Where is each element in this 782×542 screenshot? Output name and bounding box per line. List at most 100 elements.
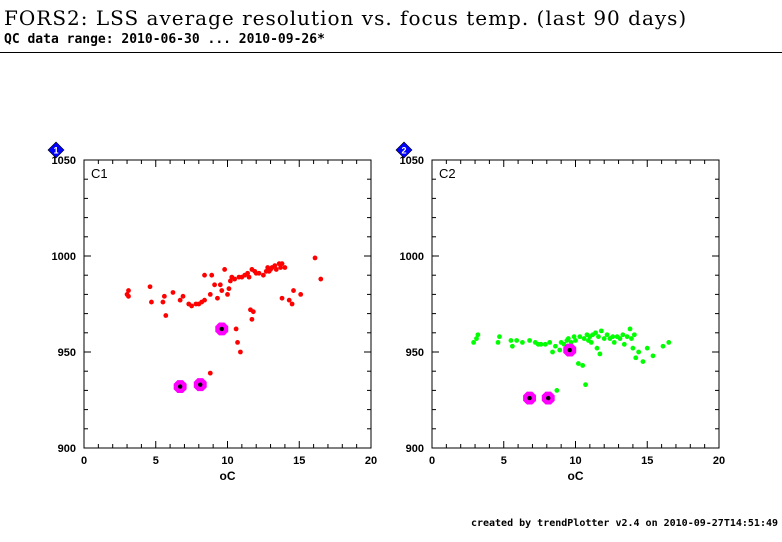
data-point [495, 340, 501, 345]
data-point [650, 353, 656, 359]
data-point [568, 340, 574, 345]
data-point [161, 293, 167, 299]
data-point [209, 272, 215, 278]
data-point [557, 347, 563, 353]
data-point [202, 297, 207, 303]
x-tick-label: 20 [713, 455, 725, 467]
footer-credit: created by trendPlotter v2.4 on 2010-09-… [470, 518, 778, 529]
data-point [289, 301, 295, 307]
data-point [617, 336, 623, 341]
data-point [644, 345, 650, 351]
data-point [553, 343, 558, 349]
highlighted-point [563, 343, 577, 357]
data-point [475, 332, 481, 338]
data-point [508, 338, 514, 343]
data-point [233, 326, 239, 332]
data-point [601, 336, 607, 341]
highlighted-point [193, 378, 207, 392]
data-point [279, 295, 285, 301]
data-point [177, 297, 183, 303]
data-point [232, 276, 238, 282]
data-point [620, 332, 626, 338]
y-tick-label: 1050 [400, 155, 424, 167]
chart-panel-2: 0 5 10 15 20 900 950 1000 1050 oC C2 2 [395, 141, 725, 483]
data-point [633, 355, 639, 361]
data-point [163, 313, 169, 318]
data-point [627, 326, 633, 332]
data-point [312, 255, 318, 261]
data-point [471, 340, 477, 345]
data-point [256, 270, 262, 276]
data-point [580, 363, 586, 368]
x-tick-label: 10 [569, 455, 581, 467]
data-point [581, 336, 587, 341]
x-axis-title: oC [568, 469, 584, 483]
data-point [474, 336, 479, 341]
data-point [588, 340, 594, 345]
data-point [226, 286, 232, 292]
data-point [227, 278, 233, 284]
data-point [550, 349, 555, 355]
x-tick-label: 15 [641, 455, 653, 467]
data-point [596, 334, 601, 340]
y-tick-label: 950 [406, 347, 424, 359]
data-point [577, 334, 583, 340]
svg-text:1: 1 [53, 146, 58, 156]
data-point [565, 336, 571, 341]
data-point [520, 340, 525, 345]
data-point [554, 388, 560, 393]
data-point [207, 292, 213, 297]
data-point [126, 293, 131, 299]
data-point [238, 349, 243, 355]
data-point [291, 288, 296, 293]
data-point [250, 309, 256, 315]
data-point [621, 341, 627, 347]
data-point [636, 349, 642, 355]
data-point [279, 261, 285, 267]
data-point [575, 361, 581, 366]
x-tick-label: 20 [365, 455, 377, 467]
data-point [604, 332, 610, 338]
data-point [624, 334, 630, 340]
panel-label: C1 [91, 166, 108, 181]
data-point [149, 299, 154, 305]
data-point [660, 343, 666, 349]
data-point [298, 292, 304, 297]
data-point [282, 265, 288, 270]
y-tick-label: 900 [58, 443, 76, 455]
data-point [611, 340, 617, 345]
panel-badge-icon: 2 [395, 141, 413, 159]
data-point [630, 345, 636, 351]
x-tick-label: 0 [81, 455, 87, 467]
header-divider [0, 52, 782, 53]
x-tick-label: 5 [153, 455, 159, 467]
x-tick-label: 15 [293, 455, 305, 467]
data-point [207, 370, 213, 376]
plot-frame [431, 159, 720, 449]
data-point [273, 267, 279, 272]
data-point [219, 288, 225, 293]
data-point [202, 272, 207, 278]
data-point [180, 293, 186, 299]
data-point [245, 270, 250, 276]
data-point [538, 341, 544, 347]
data-point [286, 297, 292, 303]
data-point [260, 272, 266, 278]
data-point [509, 343, 515, 349]
x-tick-label: 10 [221, 455, 233, 467]
data-point [542, 341, 548, 347]
data-point [640, 359, 646, 364]
data-point [573, 338, 578, 343]
panel-badge-icon: 1 [47, 141, 65, 159]
data-point [189, 303, 195, 309]
data-point [225, 292, 230, 297]
data-point [631, 332, 637, 338]
data-point [246, 274, 252, 280]
data-point [217, 282, 223, 288]
data-point [497, 334, 502, 340]
data-point [629, 336, 634, 341]
highlighted-point [523, 391, 537, 405]
data-point [610, 334, 616, 340]
y-tick-label: 1000 [52, 251, 76, 263]
